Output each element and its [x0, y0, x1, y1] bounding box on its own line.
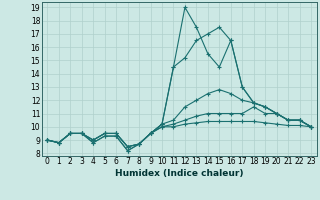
X-axis label: Humidex (Indice chaleur): Humidex (Indice chaleur): [115, 169, 244, 178]
